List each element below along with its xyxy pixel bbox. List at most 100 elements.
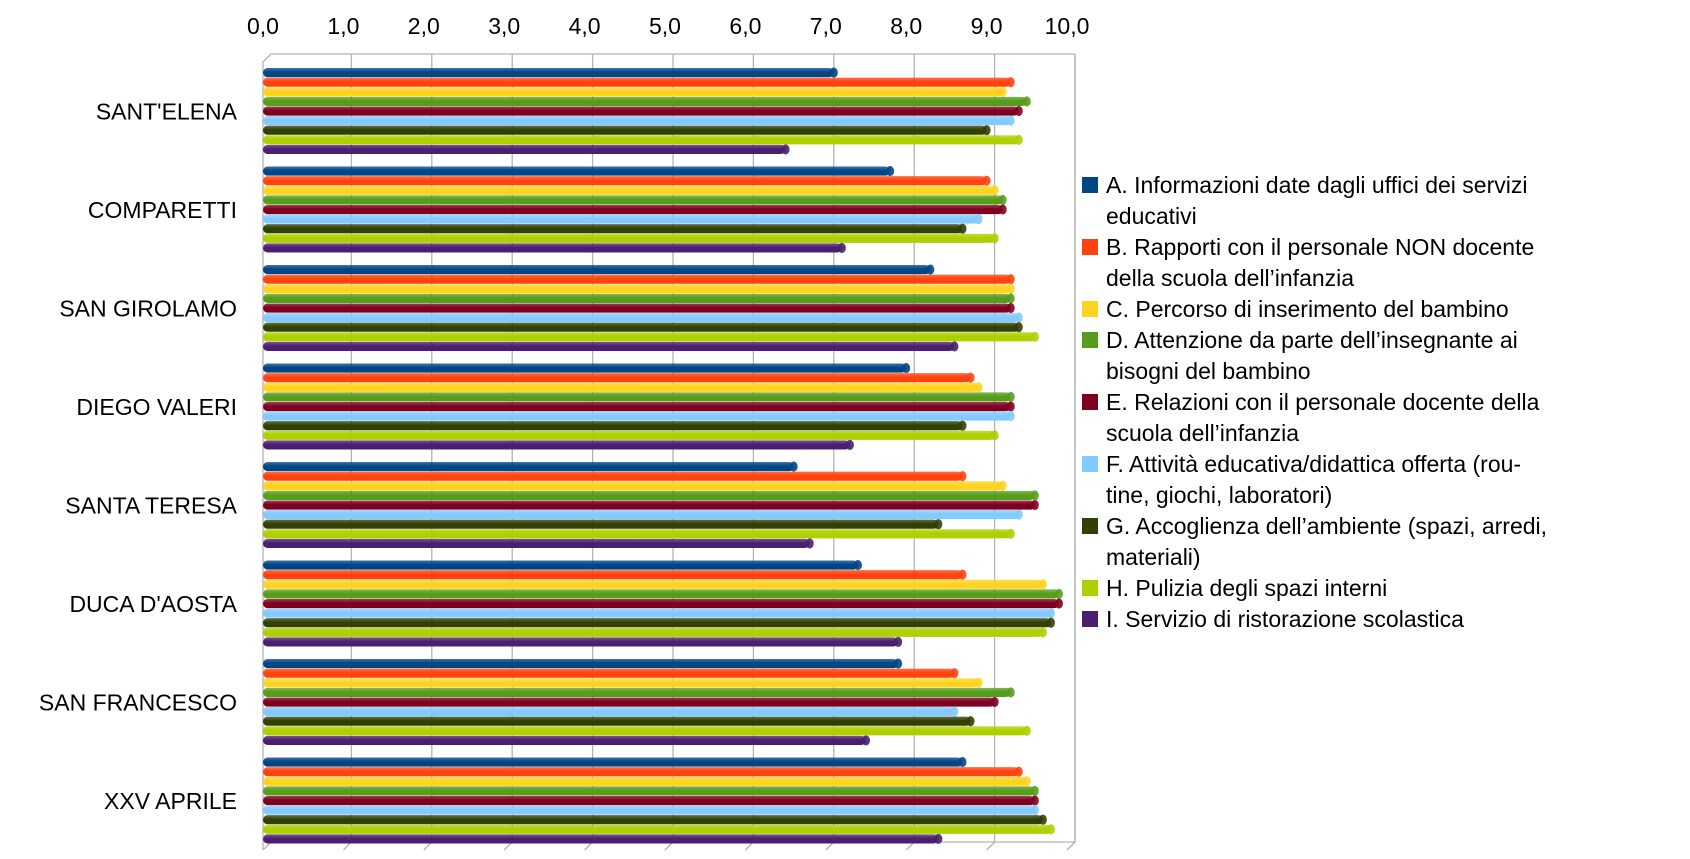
legend-label: E. Relazioni con il personale docente de… [1106,389,1540,415]
bar [263,735,866,746]
bar [263,500,1035,510]
x-tick-label: 5,0 [649,13,681,39]
bar [263,96,1027,106]
category-label: DUCA D'AOSTA [69,591,237,617]
bar [263,815,1043,825]
bar-end-cap [1006,293,1015,304]
x-tick-label: 8,0 [890,13,922,39]
bar-end-cap [1022,725,1031,736]
bar [263,332,1035,342]
legend-swatch [1082,239,1098,255]
bar-end-cap [1014,322,1023,333]
bar-end-cap [934,519,943,530]
bar-end-cap [894,636,903,648]
bar-end-cap [950,341,959,352]
bar [263,589,1059,599]
legend-label: A. Informazioni date dagli uffici dei se… [1106,172,1527,198]
bar [263,233,995,243]
bar [263,421,963,431]
bar-end-cap [1038,579,1047,590]
x-tick-label: 3,0 [488,13,520,39]
bar-end-cap [958,757,967,768]
bar-end-cap [1006,391,1015,402]
bar-end-cap [1030,785,1039,796]
bar-end-cap [950,668,959,679]
category-labels: SANT'ELENA COMPARETTI SAN GIROLAMO DIEGO VA… [39,98,238,814]
bar-end-cap [990,185,999,196]
bar [263,529,1011,539]
x-tick-label: 0,0 [247,13,279,39]
bar [263,243,842,253]
bar-end-cap [1014,105,1023,117]
x-tick-label: 6,0 [729,13,761,39]
bar [263,598,1059,609]
bar-end-cap [926,264,935,275]
bar [263,795,1035,806]
bar-end-cap [837,242,846,254]
bar [263,834,939,844]
bar-end-cap [974,214,983,225]
legend-label: C. Percorso di inserimento del bambino [1106,296,1509,322]
bar [263,322,1019,332]
bar [263,608,1051,618]
bar [263,392,1011,402]
x-tick-label: 7,0 [810,13,842,39]
bar-end-cap [934,833,943,845]
bar-end-cap [950,706,959,717]
bar [263,627,1043,637]
bar [263,462,794,472]
bar [263,195,1003,205]
bar [263,481,1003,491]
bar-end-cap [1054,598,1063,609]
bar-end-cap [958,471,967,482]
legend-swatch [1082,301,1098,317]
bar-end-cap [1030,331,1039,342]
bar [263,401,1011,412]
gridline-floor [1066,841,1076,851]
bar-end-cap [886,166,895,177]
category-label: SAN FRANCESCO [39,689,237,715]
bar [263,767,1019,777]
bar-end-cap [1038,627,1047,638]
bar-end-cap [853,560,862,571]
bar-end-cap [1054,588,1063,599]
bar [263,204,1003,215]
bar [263,313,1019,323]
bar-end-cap [1006,77,1015,88]
bar-end-cap [862,735,870,746]
bar [263,659,899,669]
x-tick-label: 10,0 [1045,13,1090,39]
category-label: XXV APRILE [104,788,237,814]
bar-end-cap [1006,115,1015,126]
legend-label: B. Rapporti con il personale NON docente [1106,234,1534,260]
bar [263,87,1003,97]
bar-end-cap [958,420,967,431]
bar-end-cap [845,439,854,451]
bar-end-cap [990,233,999,244]
bar-end-cap [1014,312,1023,323]
bar [263,363,907,373]
bar-end-cap [982,175,991,186]
bar [263,687,1011,697]
bar [263,125,987,135]
bar-end-cap [789,461,798,472]
category-label: SAN GIROLAMO [59,295,237,321]
bar-end-cap [1030,795,1039,806]
bar [263,382,979,392]
bar-end-cap [1014,509,1023,520]
bar [263,106,1019,116]
x-tick-label: 9,0 [971,13,1003,39]
bar [263,274,1011,284]
bar [263,373,971,383]
bar-end-cap [974,382,983,393]
bar-end-cap [990,696,999,708]
x-axis-ticks: 0,0 1,0 2,0 3,0 4,0 5,0 6,0 7,0 8,0 9,0 10,0 [247,13,1089,39]
bar [263,776,1027,786]
bar [263,144,786,155]
bar [263,510,1019,520]
bar [263,430,995,440]
category-label: DIEGO VALERI [76,394,237,420]
legend: A. Informazioni date dagli uffici dei se… [1082,172,1547,632]
bar [263,618,1051,628]
bar-end-cap [1046,608,1055,619]
